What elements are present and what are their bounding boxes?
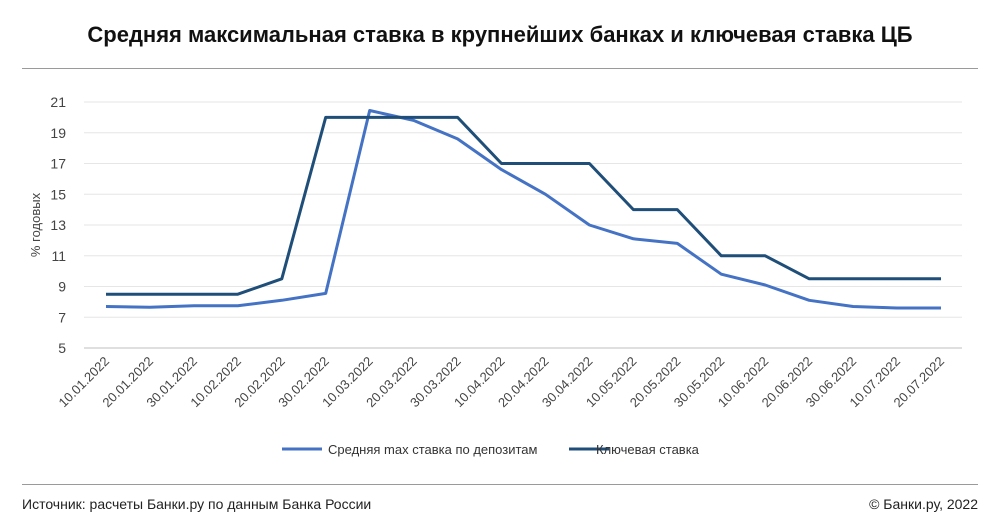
source-note: Источник: расчеты Банки.ру по данным Бан… [22,496,372,512]
legend-label: Средняя max ставка по депозитам [328,442,538,457]
title-divider [22,68,978,69]
y-tick-label: 15 [50,186,66,202]
y-axis-label: % годовых [28,192,43,257]
key-rate-line [106,115,941,296]
legend-label: Ключевая ставка [596,442,700,457]
y-tick-label: 19 [50,125,66,141]
y-tick-label: 13 [50,217,66,233]
y-tick-label: 5 [58,340,66,356]
deposit-rate-line [105,109,941,310]
y-tick-label: 7 [58,309,66,325]
y-tick-label: 9 [58,279,66,295]
y-tick-label: 11 [51,248,66,264]
footer-divider [22,484,978,485]
copyright-note: © Банки.ру, 2022 [869,496,978,512]
y-tick-label: 21 [50,94,66,110]
y-tick-label: 17 [50,156,66,172]
chart-title: Средняя максимальная ставка в крупнейших… [87,22,913,47]
